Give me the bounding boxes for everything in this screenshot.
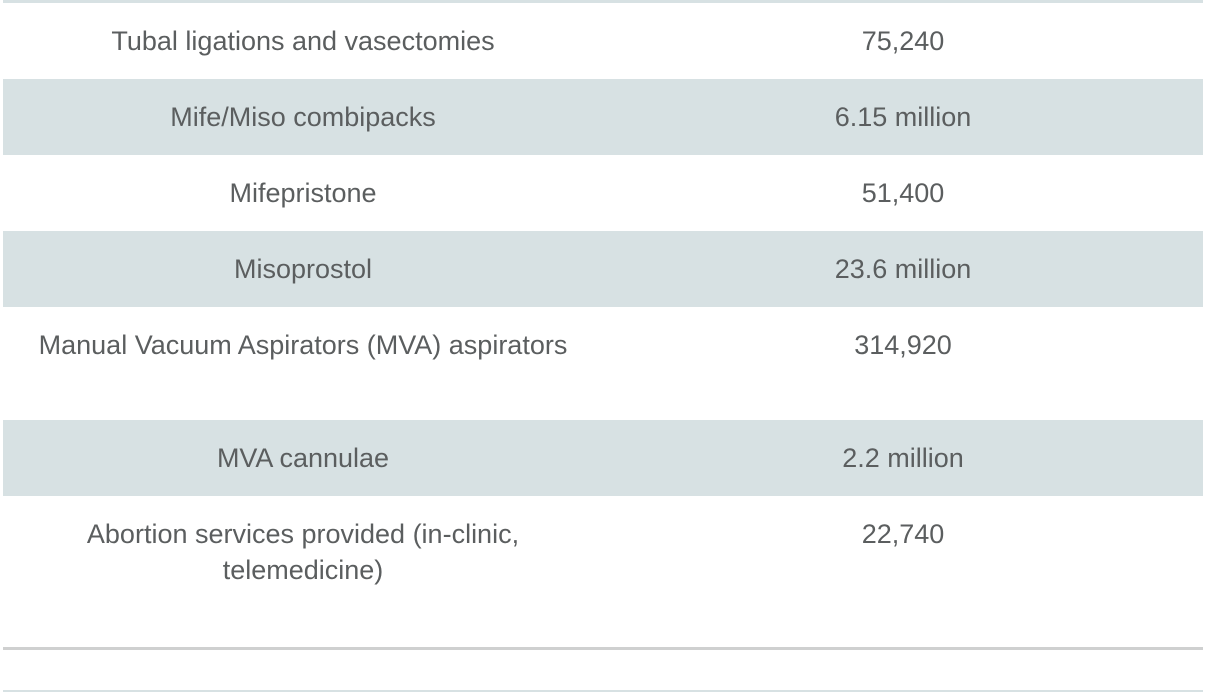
row-value: 23.6 million bbox=[834, 254, 972, 284]
row-value: 22,740 bbox=[861, 519, 945, 549]
table-row: MVA cannulae 2.2 million bbox=[3, 420, 1203, 496]
row-label: Mife/Miso combipacks bbox=[170, 102, 436, 132]
row-label: Manual Vacuum Aspirators (MVA) aspirator… bbox=[38, 330, 568, 360]
section-divider bbox=[3, 690, 1203, 692]
table-row: Mifepristone 51,400 bbox=[3, 155, 1203, 231]
table-row: Tubal ligations and vasectomies 75,240 bbox=[3, 3, 1203, 79]
row-label: Abortion services provided (in-clinic, t… bbox=[86, 519, 520, 585]
table-row: Manual Vacuum Aspirators (MVA) aspirator… bbox=[3, 307, 1203, 420]
row-value: 2.2 million bbox=[842, 443, 964, 473]
row-label: Misoprostol bbox=[233, 254, 373, 284]
row-value: 75,240 bbox=[861, 26, 945, 56]
row-label: Tubal ligations and vasectomies bbox=[111, 26, 495, 56]
row-value: 314,920 bbox=[854, 330, 952, 360]
table-row: Mife/Miso combipacks 6.15 million bbox=[3, 79, 1203, 155]
table-row: Abortion services provided (in-clinic, t… bbox=[3, 496, 1203, 646]
row-label: MVA cannulae bbox=[216, 443, 390, 473]
row-value: 51,400 bbox=[861, 178, 945, 208]
statistics-table: Tubal ligations and vasectomies 75,240 M… bbox=[3, 3, 1203, 646]
row-value: 6.15 million bbox=[834, 102, 972, 132]
table-top-border bbox=[3, 0, 1203, 3]
table-row: Misoprostol 23.6 million bbox=[3, 231, 1203, 307]
row-label: Mifepristone bbox=[229, 178, 377, 208]
table-bottom-divider bbox=[3, 647, 1203, 650]
